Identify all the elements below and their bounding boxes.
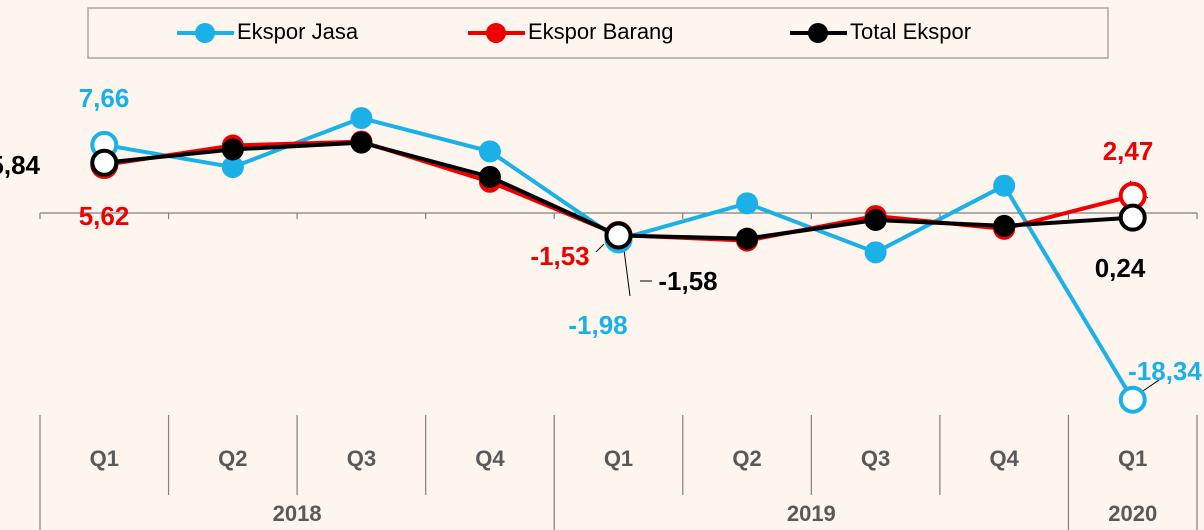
x-tick-label: Q3: [861, 446, 890, 471]
group-label: 2020: [1108, 501, 1157, 526]
data-label: -1,53: [530, 241, 589, 271]
series-line: [103, 115, 1135, 401]
data-label: -1,58: [658, 266, 717, 296]
data-point: [993, 214, 1016, 237]
data-point: [221, 156, 244, 179]
data-label: 2,47: [1103, 136, 1154, 166]
legend-label: Total Ekspor: [850, 19, 971, 44]
data-point: [736, 227, 759, 250]
legend-label: Ekspor Barang: [528, 19, 674, 44]
data-point: [864, 241, 887, 264]
x-tick-label: Q2: [218, 446, 247, 471]
data-point: [993, 174, 1016, 197]
data-point: [478, 140, 501, 163]
legend-label: Ekspor Jasa: [237, 19, 359, 44]
data-point: [736, 192, 759, 215]
x-tick-label: Q4: [475, 446, 505, 471]
legend-marker: [808, 23, 828, 43]
data-label: 5,62: [79, 201, 130, 231]
data-point: [478, 165, 501, 188]
data-label: 7,66: [79, 83, 130, 113]
data-label: -1,98: [568, 310, 627, 340]
legend-box: [87, 7, 1109, 59]
data-point: [1118, 385, 1147, 414]
data-label: -18,34: [1128, 356, 1202, 386]
x-tick-label: Q2: [732, 446, 761, 471]
leader-line: [595, 243, 605, 253]
data-label: 0,24: [1095, 253, 1146, 283]
group-label: 2019: [787, 501, 836, 526]
x-tick-label: Q3: [347, 446, 376, 471]
leader-line: [1139, 377, 1163, 394]
data-point: [221, 138, 244, 161]
group-label: 2018: [273, 501, 322, 526]
data-point: [1118, 203, 1147, 232]
x-tick-label: Q1: [1118, 446, 1147, 471]
x-tick-label: Q1: [90, 446, 119, 471]
data-label: 5,84: [0, 150, 41, 180]
x-tick-label: Q4: [989, 446, 1019, 471]
data-point: [350, 131, 373, 154]
legend-marker: [195, 23, 215, 43]
data-point: [604, 221, 633, 250]
data-point: [350, 107, 373, 130]
legend-marker: [486, 23, 506, 43]
data-point: [864, 209, 887, 231]
x-tick-label: Q1: [604, 446, 633, 471]
data-point: [90, 148, 119, 177]
